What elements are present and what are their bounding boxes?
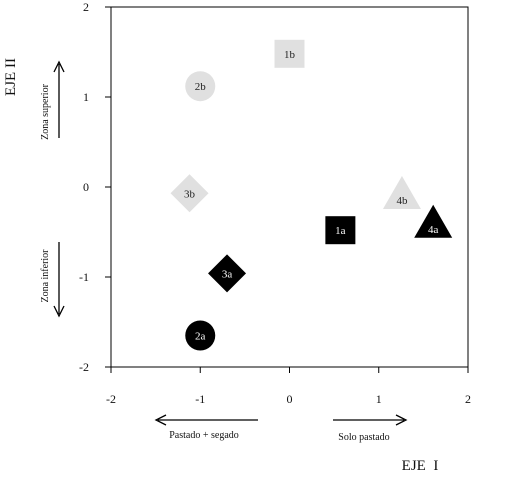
point-label: 3a [222, 268, 233, 280]
point-3a: 3a [208, 254, 247, 293]
point-1a: 1a [325, 216, 356, 245]
circle-marker [185, 320, 216, 351]
diamond-marker [170, 174, 209, 213]
zona-inferior-label: Zona inferior [40, 249, 51, 303]
point-label: 1b [284, 49, 296, 61]
solo-pastado-arrowhead [395, 414, 408, 426]
point-label: 2a [195, 331, 206, 343]
square-marker [325, 216, 356, 245]
zona-inferior-arrowhead [53, 305, 65, 318]
point-label: 4a [428, 224, 439, 236]
point-label: 4b [396, 195, 408, 207]
point-4b: 4b [382, 176, 421, 209]
point-label: 2b [195, 81, 207, 93]
x-axis-title: EJE I [402, 458, 439, 474]
square-marker [274, 39, 305, 68]
circle-marker [185, 71, 216, 102]
y-tick-label: -1 [79, 270, 89, 284]
point-3b: 3b [170, 174, 209, 213]
x-tick-label: 1 [376, 392, 382, 406]
axis-ticks: -2 -1 0 1 2 -2 -1 0 1 2 [79, 0, 471, 406]
zona-superior-label: Zona superior [40, 83, 51, 139]
pastado-segado-label: Pastado + segado [169, 430, 239, 441]
y-tick-label: -2 [79, 360, 89, 374]
point-2b: 2b [185, 71, 216, 102]
point-2a: 2a [185, 320, 216, 351]
data-points: 1b 2b 3b 4b 1a 2a 3a 4a [170, 39, 453, 351]
point-4a: 4a [414, 204, 453, 238]
y-tick-label: 1 [83, 90, 89, 104]
y-axis-title: EJE II [3, 58, 19, 96]
x-tick-label: -1 [195, 392, 205, 406]
y-tick-label: 0 [83, 180, 89, 194]
triangle-marker [414, 204, 453, 238]
diamond-marker [208, 254, 247, 293]
point-label: 1a [335, 225, 346, 237]
solo-pastado-label: Solo pastado [338, 432, 389, 443]
x-tick-label: 0 [287, 392, 293, 406]
x-tick-label: 2 [465, 392, 471, 406]
triangle-marker [382, 176, 421, 209]
point-1b: 1b [274, 39, 305, 68]
pastado-segado-arrowhead [154, 414, 167, 426]
y-tick-label: 2 [83, 0, 89, 14]
point-label: 3b [184, 188, 196, 200]
x-tick-label: -2 [106, 392, 116, 406]
zona-superior-arrowhead [53, 60, 65, 73]
